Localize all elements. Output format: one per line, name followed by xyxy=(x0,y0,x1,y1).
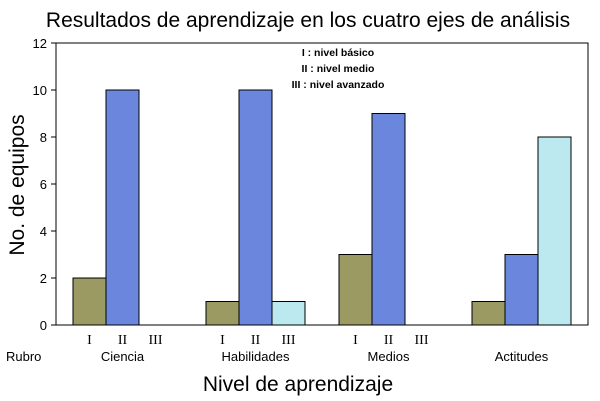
level-label: II xyxy=(251,333,261,348)
level-label: I xyxy=(220,333,225,348)
legend-note-2: II : nivel medio xyxy=(302,63,375,75)
level-label: II xyxy=(384,333,394,348)
legend-note-3: III : nivel avanzado xyxy=(292,79,385,91)
category-label-habilidades: Habilidades xyxy=(222,349,290,364)
bar-habilidades-ii xyxy=(238,89,273,326)
legend-note-1: I : nivel básico xyxy=(302,47,374,59)
y-tick-label: 2 xyxy=(40,271,47,286)
bar-habilidades-iii xyxy=(271,301,306,326)
y-tick-label: 10 xyxy=(33,83,47,98)
row-label: Rubro xyxy=(6,349,41,364)
category-label-ciencia: Ciencia xyxy=(101,349,145,364)
level-label: III xyxy=(282,333,296,348)
bar-ciencia-ii xyxy=(105,89,140,326)
y-tick-label: 0 xyxy=(40,318,47,333)
category-label-actitudes: Actitudes xyxy=(495,349,549,364)
bar-ciencia-i xyxy=(72,277,107,326)
level-label: III xyxy=(415,333,429,348)
y-tick-label: 8 xyxy=(40,130,47,145)
y-tick-label: 4 xyxy=(40,224,47,239)
bar-actitudes-iii xyxy=(537,136,572,326)
bar-actitudes-i xyxy=(471,301,506,326)
y-tick-label: 6 xyxy=(40,177,47,192)
chart-title: Resultados de aprendizaje en los cuatro … xyxy=(46,9,570,32)
x-axis-label: Nivel de aprendizaje xyxy=(203,373,393,396)
level-label: II xyxy=(118,333,128,348)
y-tick-label: 12 xyxy=(33,36,47,51)
category-label-medios: Medios xyxy=(368,349,410,364)
level-label: I xyxy=(87,333,92,348)
level-label: III xyxy=(149,333,163,348)
bar-medios-ii xyxy=(371,113,406,326)
bar-medios-i xyxy=(338,254,373,326)
bar-actitudes-ii xyxy=(504,254,539,326)
y-axis-label: No. de equipos xyxy=(6,114,29,255)
level-label: I xyxy=(353,333,358,348)
bar-habilidades-i xyxy=(205,301,240,326)
